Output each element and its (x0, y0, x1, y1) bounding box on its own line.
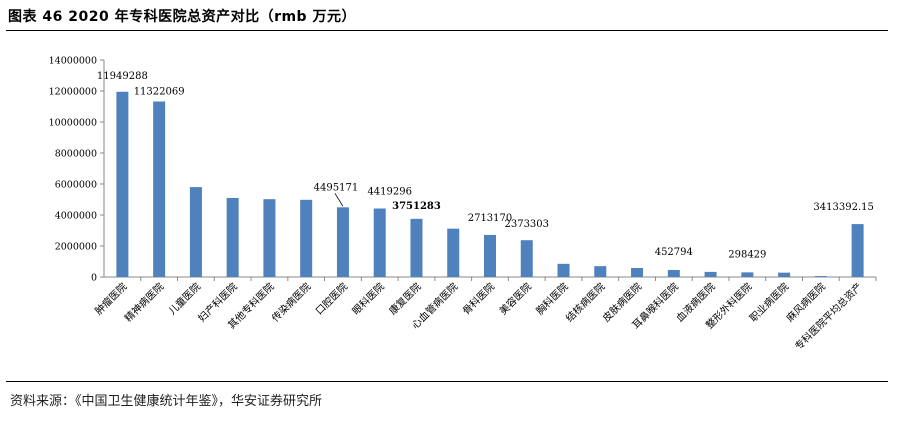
y-tick-label: 14000000 (49, 56, 97, 67)
bar (263, 199, 276, 277)
bar (851, 224, 864, 277)
bar (373, 208, 386, 277)
source-note: 资料来源：《中国卫生健康统计年鉴》，华安证券研究所 (10, 394, 323, 409)
x-category-label: 传染病医院 (269, 280, 314, 325)
x-category-label: 儿童医院 (166, 280, 203, 317)
bar (631, 268, 644, 277)
x-category-label: 美容医院 (496, 280, 533, 317)
data-label: 3413392.15 (813, 202, 873, 213)
bar (153, 101, 166, 277)
chart-bars (116, 91, 864, 277)
data-label: 3751283 (392, 201, 441, 212)
bar (300, 199, 313, 277)
chart-data-labels: 11949288 11322069 4495171 4419296 3751283 271… (97, 71, 874, 261)
data-label: 2713170 (468, 213, 513, 224)
data-label: 4495171 (314, 182, 359, 193)
figure-title: 图表 46 2020 年专科医院总资产对比（rmb 万元） (8, 9, 356, 25)
x-category-label: 胸科医院 (533, 280, 570, 317)
data-label: 4419296 (367, 187, 412, 198)
data-label: 298429 (728, 249, 766, 260)
bar (116, 91, 129, 277)
bar (741, 272, 754, 277)
y-tick-label: 4000000 (55, 211, 97, 222)
label-leader-line (334, 193, 344, 207)
bar (189, 187, 202, 277)
x-category-label: 结核病医院 (563, 280, 608, 325)
y-tick-label: 6000000 (55, 180, 97, 191)
bar (410, 218, 423, 277)
data-label: 11322069 (134, 87, 185, 98)
data-label: 2373303 (504, 219, 549, 230)
x-category-label: 专科医院平均总资产 (792, 280, 865, 353)
x-category-label: 口腔医院 (313, 280, 350, 317)
source-rule (6, 381, 888, 382)
bar (447, 228, 460, 277)
data-label: 11949288 (97, 71, 148, 82)
bar (226, 197, 239, 277)
bar (484, 234, 496, 277)
y-tick-label: 12000000 (49, 87, 97, 98)
bar (814, 276, 827, 277)
data-label: 452794 (655, 247, 693, 258)
title-rule (6, 30, 888, 31)
bar (336, 207, 349, 277)
x-category-label: 康复医院 (386, 280, 423, 317)
x-category-label: 职业病医院 (747, 280, 792, 325)
bar (520, 240, 533, 277)
x-category-label: 精神病医院 (122, 280, 167, 325)
x-category-label: 肿瘤医院 (92, 280, 129, 317)
x-category-label: 骨科医院 (460, 280, 497, 317)
bar (594, 266, 607, 277)
x-category-label: 眼科医院 (349, 280, 386, 317)
bar (557, 263, 570, 277)
y-tick-label: 2000000 (55, 242, 97, 253)
y-tick-label: 10000000 (49, 118, 97, 129)
bar (704, 271, 717, 277)
y-tick-label: 0 (91, 273, 97, 284)
bar (667, 269, 680, 277)
bar (778, 272, 791, 277)
y-tick-label: 8000000 (55, 149, 97, 160)
